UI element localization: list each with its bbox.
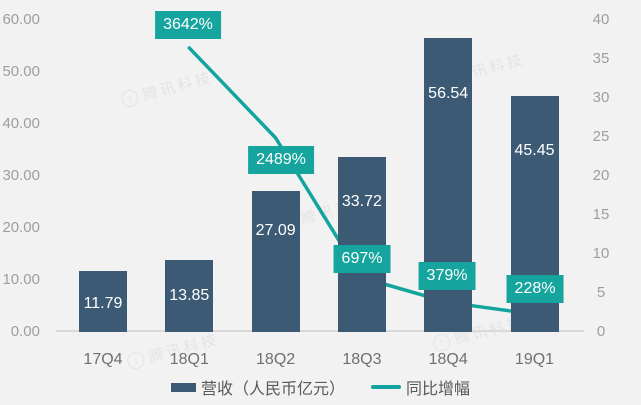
growth-point-label: 3642% bbox=[155, 11, 221, 39]
growth-point-label: 228% bbox=[506, 275, 564, 303]
right-axis-tick: 40 bbox=[592, 11, 610, 28]
left-axis-tick: 50.00 bbox=[2, 63, 40, 80]
category-label: 18Q3 bbox=[342, 351, 382, 368]
growth-point-label: 379% bbox=[418, 262, 476, 290]
left-axis-tick: 30.00 bbox=[2, 167, 40, 184]
revenue-bar bbox=[251, 191, 300, 332]
category-label: 17Q4 bbox=[83, 351, 123, 368]
bar-value-label: 45.45 bbox=[514, 141, 555, 159]
bar-value-label: 11.79 bbox=[83, 294, 123, 312]
right-axis-tick: 20 bbox=[592, 167, 610, 184]
growth-point-label: 2489% bbox=[248, 146, 314, 174]
bar-value-label: 33.72 bbox=[341, 192, 382, 210]
watermark-logo-icon: t bbox=[431, 332, 453, 353]
growth-point-label: 697% bbox=[333, 245, 391, 273]
bar-value-label: 13.85 bbox=[169, 286, 210, 304]
right-axis-tick: 35 bbox=[592, 50, 610, 67]
x-axis-line bbox=[56, 330, 584, 332]
revenue-bar bbox=[337, 156, 386, 332]
category-label: 18Q4 bbox=[428, 351, 468, 368]
legend-item-revenue: 营收（人民币亿元） bbox=[170, 375, 345, 399]
growth-swatch-icon bbox=[371, 385, 401, 389]
left-axis-tick: 20.00 bbox=[2, 219, 40, 236]
legend-label-revenue: 营收（人民币亿元） bbox=[200, 381, 345, 398]
watermark-logo-icon: t bbox=[119, 88, 141, 109]
revenue-bar bbox=[79, 270, 127, 332]
right-axis-tick: 0 bbox=[596, 323, 606, 340]
bar-value-label: 56.54 bbox=[428, 84, 469, 102]
left-axis-tick: 60.00 bbox=[2, 11, 40, 28]
bar-value-label: 27.09 bbox=[255, 222, 296, 240]
watermark-text: 腾讯科技 bbox=[140, 69, 215, 105]
left-axis-tick: 40.00 bbox=[2, 115, 40, 132]
right-axis-tick: 25 bbox=[592, 128, 610, 145]
legend-label-growth: 同比增幅 bbox=[406, 381, 471, 398]
watermark-logo-icon: t bbox=[125, 350, 147, 371]
right-axis-tick: 30 bbox=[592, 89, 610, 106]
right-axis-tick: 5 bbox=[596, 284, 606, 301]
left-axis-tick: 0.00 bbox=[10, 323, 40, 340]
right-axis-tick: 10 bbox=[592, 245, 610, 262]
left-axis-tick: 10.00 bbox=[2, 271, 40, 288]
category-label: 18Q2 bbox=[256, 351, 296, 368]
right-axis-tick: 15 bbox=[592, 206, 610, 223]
legend-item-growth: 同比增幅 bbox=[371, 375, 470, 399]
category-label: 18Q1 bbox=[169, 351, 209, 368]
revenue-swatch-icon bbox=[170, 382, 196, 392]
chart-legend: 营收（人民币亿元） 同比增幅 bbox=[0, 374, 641, 400]
category-label: 19Q1 bbox=[514, 351, 555, 368]
revenue-bar bbox=[165, 259, 214, 332]
